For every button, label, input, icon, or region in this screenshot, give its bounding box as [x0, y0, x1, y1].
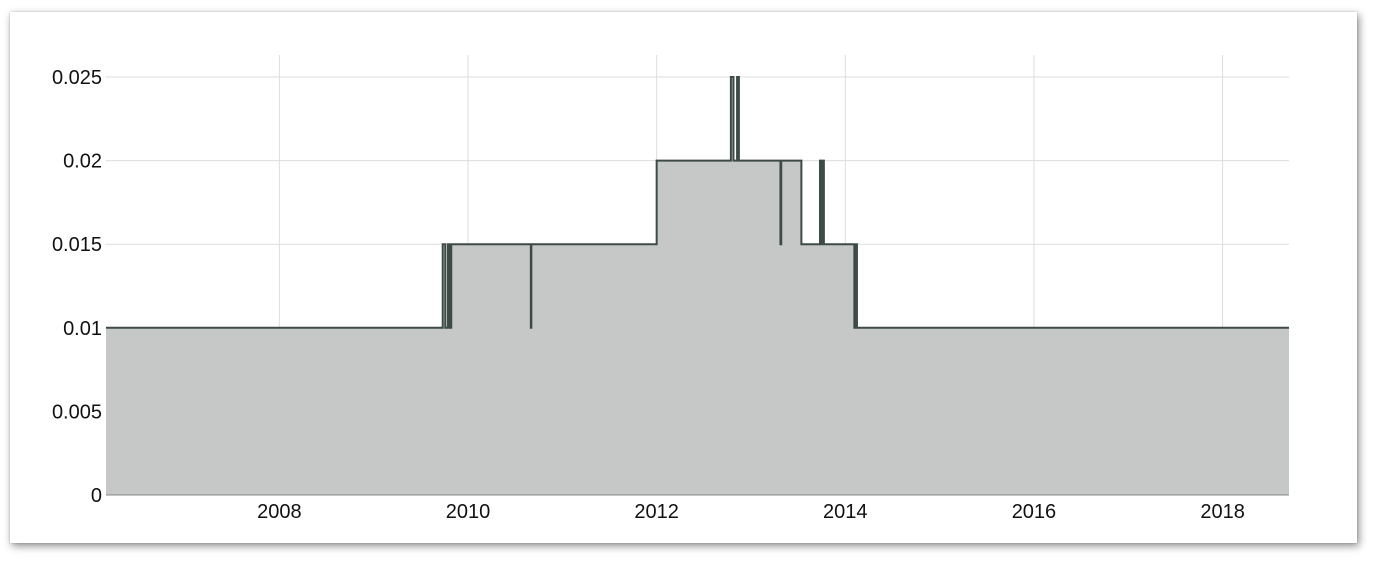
x-tick-label: 2018: [1200, 501, 1245, 523]
y-tick-label: 0.01: [63, 318, 102, 340]
plot-area: [106, 76, 1289, 495]
y-tick-label: 0: [91, 485, 102, 507]
x-tick-label: 2016: [1012, 501, 1057, 523]
x-tick-label: 2014: [823, 501, 868, 523]
x-tick-label: 2008: [257, 501, 302, 523]
y-tick-label: 0.02: [63, 151, 102, 173]
y-tick-label: 0.025: [52, 67, 102, 89]
series-line: [106, 76, 1289, 329]
y-tick-label: 0.015: [52, 234, 102, 256]
chart-card: 2008 2010 2012 2014 2016 2018 0 0.005 0.01 0.015 0…: [10, 12, 1357, 543]
x-tick-label: 2012: [634, 501, 679, 523]
tick-labels: 2008 2010 2012 2014 2016 2018 0 0.005 0.01 0.015 0…: [52, 67, 1245, 523]
y-tick-label: 0.005: [52, 401, 102, 423]
series-area: [106, 77, 1289, 495]
x-tick-label: 2010: [446, 501, 491, 523]
step-area-chart: 2008 2010 2012 2014 2016 2018 0 0.005 0.01 0.015 0…: [52, 55, 1289, 523]
